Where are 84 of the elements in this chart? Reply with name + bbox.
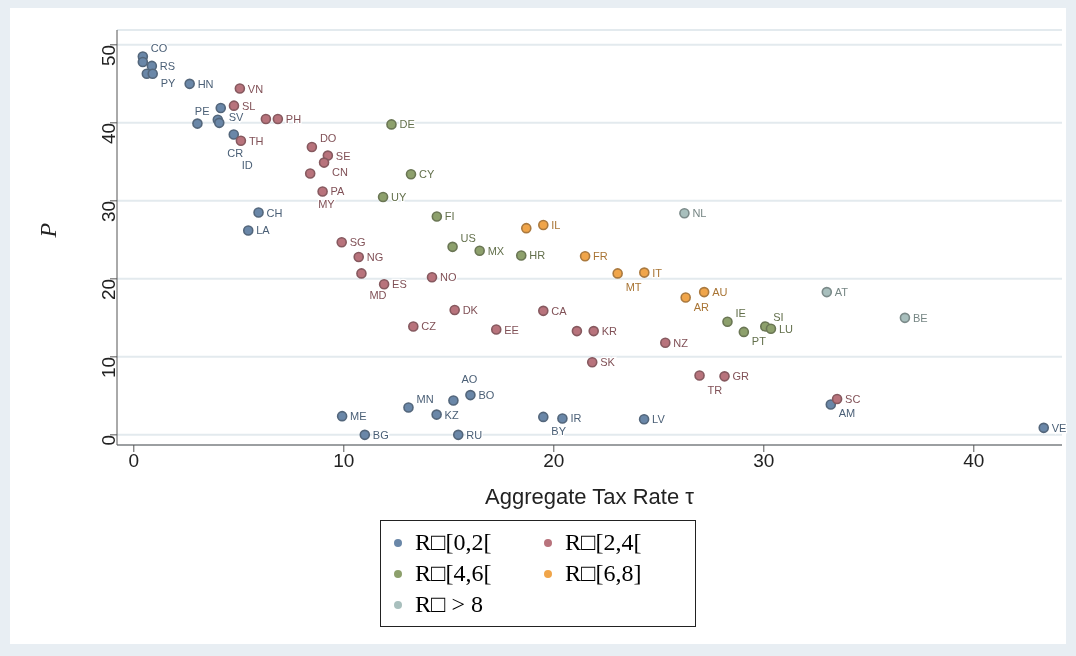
annotation: EE (504, 323, 519, 336)
x-tick-label: 40 (963, 450, 985, 472)
annotation: RU (466, 428, 483, 441)
annotation: BE (912, 311, 928, 324)
annotation: LU (778, 322, 794, 335)
annotation: SV (228, 111, 245, 124)
annotation: VE (1051, 421, 1067, 434)
legend-label: R□[6,8] (565, 560, 642, 587)
y-tick-label: 30 (97, 200, 119, 222)
annotation: AU (712, 286, 728, 299)
annotation: CH (266, 206, 283, 219)
annotation: CA (551, 304, 568, 317)
annotation: FI (444, 210, 455, 223)
y-axis-title: P (34, 222, 61, 239)
x-axis-title: Aggregate Tax Rate τ (485, 484, 695, 509)
annotation: CR (227, 146, 244, 159)
legend-label: R□[4,6[ (415, 560, 492, 587)
annotation: BY (551, 424, 567, 437)
legend-label: R□ > 8 (415, 591, 484, 618)
annotation: MT (625, 281, 642, 294)
legend-label: R□[0,2[ (415, 529, 492, 556)
annotation: NO (440, 271, 457, 284)
annotation: GR (732, 370, 750, 383)
annotation: HR (529, 249, 546, 262)
legend-label: R□[2,4[ (565, 529, 642, 556)
annotation: DE (399, 118, 415, 131)
y-tick-label: 10 (97, 356, 119, 378)
annotation: PH (285, 112, 302, 125)
annotation: UY (391, 190, 408, 203)
annotation: DK (462, 304, 479, 317)
annotation: TR (707, 383, 723, 396)
annotation: TH (248, 134, 264, 147)
annotation: IT (652, 266, 663, 279)
annotation: VN (247, 82, 264, 95)
annotation: ID (241, 158, 253, 171)
annotation: DO (319, 132, 337, 145)
annotation: MX (487, 244, 505, 257)
annotation: SG (349, 236, 366, 249)
y-tick-label: 50 (97, 44, 119, 66)
annotation: MD (369, 289, 387, 302)
annotation: CZ (421, 320, 437, 333)
annotation: ES (392, 278, 407, 291)
annotation: RS (159, 59, 176, 72)
x-tick-label: 10 (333, 450, 355, 472)
annotation: SC (845, 392, 861, 405)
annotation: AR (693, 300, 710, 313)
y-tick-label: 40 (97, 122, 119, 144)
annotation: AT (834, 286, 849, 299)
annotation: CO (150, 41, 168, 54)
annotation: PE (194, 104, 210, 117)
annotation: BG (372, 428, 389, 441)
annotation: IE (735, 306, 746, 319)
annotation: MY (318, 197, 336, 210)
annotation: IL (551, 219, 561, 232)
y-tick-label: 0 (97, 434, 119, 446)
annotation: ME (350, 410, 367, 423)
annotation: SK (600, 356, 616, 369)
annotation: SI (773, 311, 784, 324)
annotation: KR (601, 325, 618, 338)
annotation: CY (419, 168, 435, 181)
annotation: NL (692, 207, 707, 220)
annotation: US (460, 231, 476, 244)
annotation: SL (241, 99, 256, 112)
annotation: AO (461, 372, 478, 385)
annotation: HN (197, 77, 214, 90)
annotation: NZ (673, 336, 689, 349)
annotation: IR (570, 412, 582, 425)
annotation: LA (256, 224, 271, 237)
annotation: SE (335, 149, 351, 162)
annotation: NG (366, 251, 384, 263)
x-tick-label: 0 (128, 450, 140, 472)
annotation: MN (416, 392, 434, 405)
x-tick-label: 30 (753, 450, 775, 472)
annotation: PT (751, 334, 767, 347)
annotation: KZ (444, 408, 459, 421)
annotation: FR (593, 250, 608, 263)
annotation: LV (652, 413, 666, 426)
annotation: PY (160, 76, 177, 89)
annotation: AM (838, 407, 856, 420)
annotation: CN (332, 165, 348, 178)
y-tick-label: 20 (97, 278, 119, 300)
x-tick-label: 20 (543, 450, 565, 472)
annotation: BO (478, 389, 495, 402)
annotation: PA (330, 185, 346, 198)
